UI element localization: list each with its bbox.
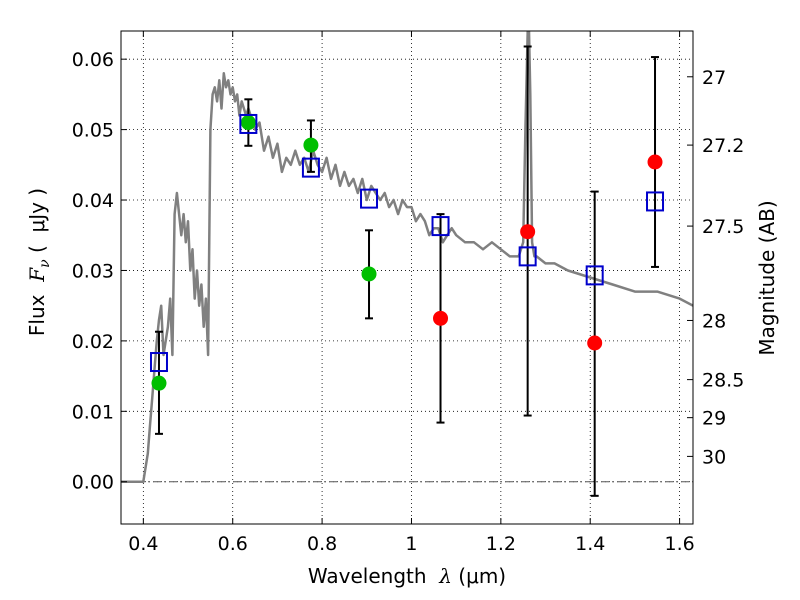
model-photometry-square — [518, 246, 537, 267]
x-tick-label: 1.6 — [664, 533, 694, 555]
model-photometry-square — [585, 265, 604, 286]
y-tick-label: 0.03 — [72, 260, 114, 282]
x-tick-label: 1.2 — [486, 533, 516, 555]
y2-tick-label: 28.5 — [702, 370, 744, 392]
y2-tick-label: 30 — [702, 446, 726, 468]
y2-tick-label: 28 — [702, 310, 726, 332]
x-axis-label: Wavelength λ (μm) — [308, 564, 506, 588]
plot-frame — [120, 30, 694, 525]
x-tick-label: 1.4 — [575, 533, 605, 555]
y-tick-label: 0.00 — [72, 472, 114, 494]
x-tick-label: 0.8 — [307, 533, 337, 555]
model-photometry-square — [431, 216, 450, 237]
x-tick-label: 1 — [405, 533, 417, 555]
model-photometry-square — [360, 188, 379, 209]
data-point-limits — [647, 154, 663, 170]
model-photometry-square — [646, 191, 665, 212]
y-axis-label: Flux Fν ( μJy ) — [25, 188, 53, 336]
data-point-detections — [240, 115, 256, 131]
model-photometry-square — [301, 157, 320, 178]
model-photometry-square — [239, 113, 258, 134]
y-tick-label: 0.04 — [72, 190, 114, 212]
data-point-limits — [433, 310, 449, 326]
data-point-detections — [151, 375, 167, 391]
y2-tick-label: 29 — [702, 408, 726, 430]
y-tick-label: 0.01 — [72, 401, 114, 423]
y-tick-label: 0.02 — [72, 331, 114, 353]
y-tick-label: 0.05 — [72, 120, 114, 142]
x-tick-label: 0.4 — [128, 533, 158, 555]
data-layer — [121, 31, 693, 497]
y2-tick-label: 27 — [702, 67, 726, 89]
plot-background — [121, 31, 693, 524]
data-point-detections — [361, 266, 377, 282]
data-point-detections — [303, 137, 319, 153]
x-tick-label: 0.6 — [218, 533, 248, 555]
model-photometry-square — [149, 352, 168, 373]
y2-tick-label: 27.2 — [702, 135, 744, 157]
data-point-limits — [587, 335, 603, 351]
y2-axis-label: Magnitude (AB) — [755, 200, 779, 355]
data-point-limits — [520, 224, 536, 240]
y2-tick-label: 27.5 — [702, 216, 744, 238]
ticks: 0.4 0.6 0.8 1 1.2 1.4 1.6 0.00 0.01 0.02 0.03 0.04 0… — [72, 31, 744, 555]
model-sed-line — [121, 31, 693, 483]
y-tick-label: 0.06 — [72, 49, 114, 71]
